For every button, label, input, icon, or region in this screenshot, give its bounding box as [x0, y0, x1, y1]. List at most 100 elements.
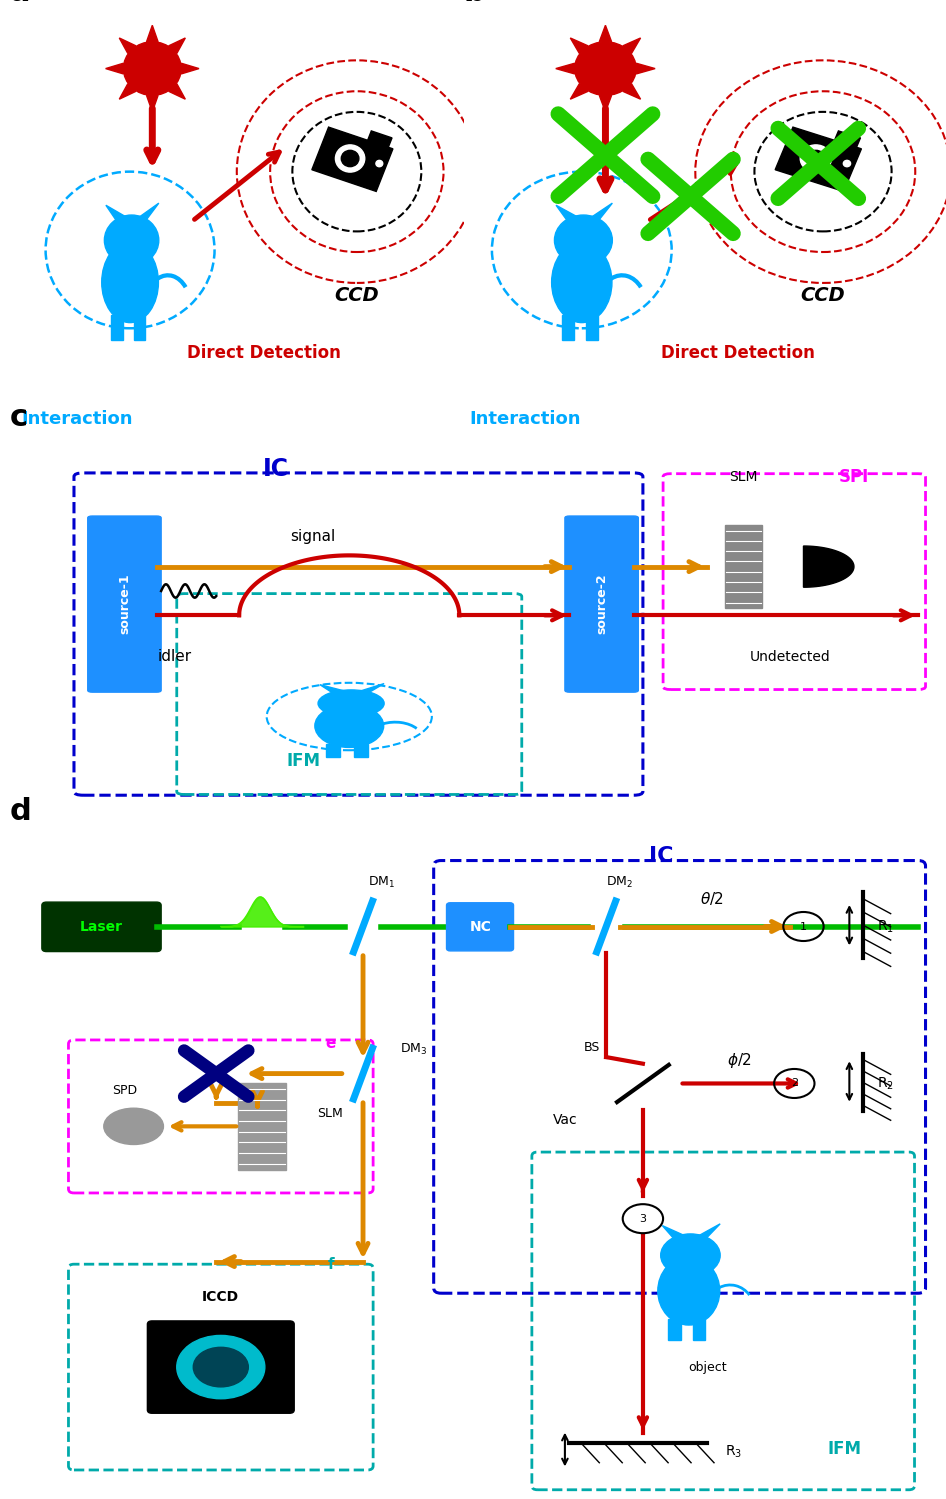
- Text: IC: IC: [649, 845, 674, 866]
- Text: SPD: SPD: [112, 1084, 137, 1097]
- Text: Interaction: Interaction: [469, 409, 581, 429]
- Text: IFM: IFM: [828, 1441, 862, 1459]
- Polygon shape: [803, 546, 854, 588]
- Text: $\theta$/2: $\theta$/2: [700, 890, 724, 907]
- Text: DM$_3$: DM$_3$: [400, 1042, 428, 1057]
- Polygon shape: [182, 63, 199, 73]
- Text: DM$_2$: DM$_2$: [606, 875, 634, 890]
- Circle shape: [342, 150, 359, 166]
- Polygon shape: [326, 744, 341, 757]
- Text: NC: NC: [469, 919, 491, 934]
- Text: Undetected: Undetected: [749, 649, 830, 664]
- Text: CCD: CCD: [800, 286, 846, 304]
- Polygon shape: [668, 1319, 680, 1340]
- Polygon shape: [636, 63, 655, 73]
- FancyBboxPatch shape: [42, 902, 161, 952]
- FancyBboxPatch shape: [88, 516, 161, 693]
- Circle shape: [177, 1336, 265, 1399]
- Text: Direct Detection: Direct Detection: [661, 343, 815, 363]
- Text: 3: 3: [639, 1214, 646, 1223]
- Polygon shape: [354, 744, 368, 757]
- Polygon shape: [562, 315, 573, 340]
- Text: 2: 2: [791, 1078, 797, 1088]
- Text: $\phi$/2: $\phi$/2: [727, 1051, 752, 1070]
- FancyBboxPatch shape: [565, 516, 639, 693]
- Text: source-1: source-1: [118, 574, 131, 634]
- Text: R$_1$: R$_1$: [877, 919, 894, 935]
- Text: a: a: [10, 0, 30, 7]
- Circle shape: [574, 42, 636, 96]
- Ellipse shape: [657, 1256, 720, 1325]
- Polygon shape: [133, 315, 145, 340]
- Ellipse shape: [102, 241, 158, 322]
- Polygon shape: [168, 37, 185, 54]
- Text: Laser: Laser: [80, 919, 123, 934]
- Text: Vac: Vac: [552, 1112, 577, 1127]
- Text: object: object: [688, 1361, 727, 1373]
- Text: BS: BS: [585, 1040, 601, 1054]
- Text: f: f: [327, 1258, 334, 1273]
- Circle shape: [318, 690, 384, 717]
- Polygon shape: [119, 37, 136, 54]
- FancyBboxPatch shape: [726, 525, 762, 609]
- Text: Direct Detection: Direct Detection: [186, 343, 341, 363]
- Text: 1: 1: [800, 922, 807, 931]
- Circle shape: [807, 150, 825, 166]
- Polygon shape: [622, 37, 640, 54]
- Polygon shape: [320, 685, 349, 696]
- Polygon shape: [586, 315, 598, 340]
- Polygon shape: [139, 204, 159, 222]
- Text: R$_3$: R$_3$: [726, 1444, 743, 1460]
- Polygon shape: [834, 130, 861, 147]
- Text: ICCD: ICCD: [202, 1291, 239, 1304]
- Polygon shape: [600, 25, 611, 42]
- Polygon shape: [360, 684, 384, 693]
- Text: IC: IC: [263, 457, 289, 481]
- Ellipse shape: [552, 241, 612, 322]
- Circle shape: [843, 160, 850, 166]
- Polygon shape: [119, 84, 136, 99]
- Text: SLM: SLM: [317, 1106, 342, 1120]
- Polygon shape: [147, 96, 158, 112]
- Circle shape: [376, 160, 383, 166]
- FancyBboxPatch shape: [148, 1321, 294, 1414]
- Polygon shape: [662, 1226, 689, 1241]
- Polygon shape: [622, 84, 640, 99]
- Polygon shape: [112, 315, 123, 340]
- Circle shape: [800, 145, 832, 172]
- Polygon shape: [368, 130, 392, 147]
- Polygon shape: [147, 25, 158, 42]
- Text: e: e: [325, 1036, 336, 1051]
- Circle shape: [336, 145, 365, 172]
- Text: Interaction: Interaction: [21, 409, 132, 429]
- Text: SPI: SPI: [839, 468, 869, 486]
- Circle shape: [193, 1348, 248, 1387]
- Text: signal: signal: [289, 529, 335, 544]
- FancyBboxPatch shape: [447, 902, 514, 950]
- Polygon shape: [692, 1319, 706, 1340]
- Text: source-2: source-2: [595, 574, 608, 634]
- Text: d: d: [9, 797, 31, 826]
- Text: DM$_1$: DM$_1$: [368, 875, 395, 890]
- Polygon shape: [570, 37, 588, 54]
- Ellipse shape: [104, 1108, 164, 1145]
- Polygon shape: [106, 63, 123, 73]
- Text: c: c: [9, 403, 27, 432]
- Polygon shape: [570, 84, 588, 99]
- Text: IFM: IFM: [287, 752, 321, 770]
- Polygon shape: [168, 84, 185, 99]
- Polygon shape: [106, 205, 130, 225]
- Polygon shape: [312, 127, 393, 192]
- Circle shape: [660, 1234, 720, 1277]
- Circle shape: [554, 214, 612, 265]
- Text: CCD: CCD: [335, 286, 379, 304]
- Ellipse shape: [315, 705, 384, 748]
- Polygon shape: [699, 1223, 720, 1240]
- Polygon shape: [556, 205, 582, 225]
- Circle shape: [123, 42, 182, 96]
- Polygon shape: [591, 204, 612, 222]
- Text: SLM: SLM: [729, 469, 758, 484]
- Polygon shape: [600, 96, 611, 112]
- Text: idler: idler: [158, 649, 192, 664]
- Text: b: b: [464, 0, 485, 7]
